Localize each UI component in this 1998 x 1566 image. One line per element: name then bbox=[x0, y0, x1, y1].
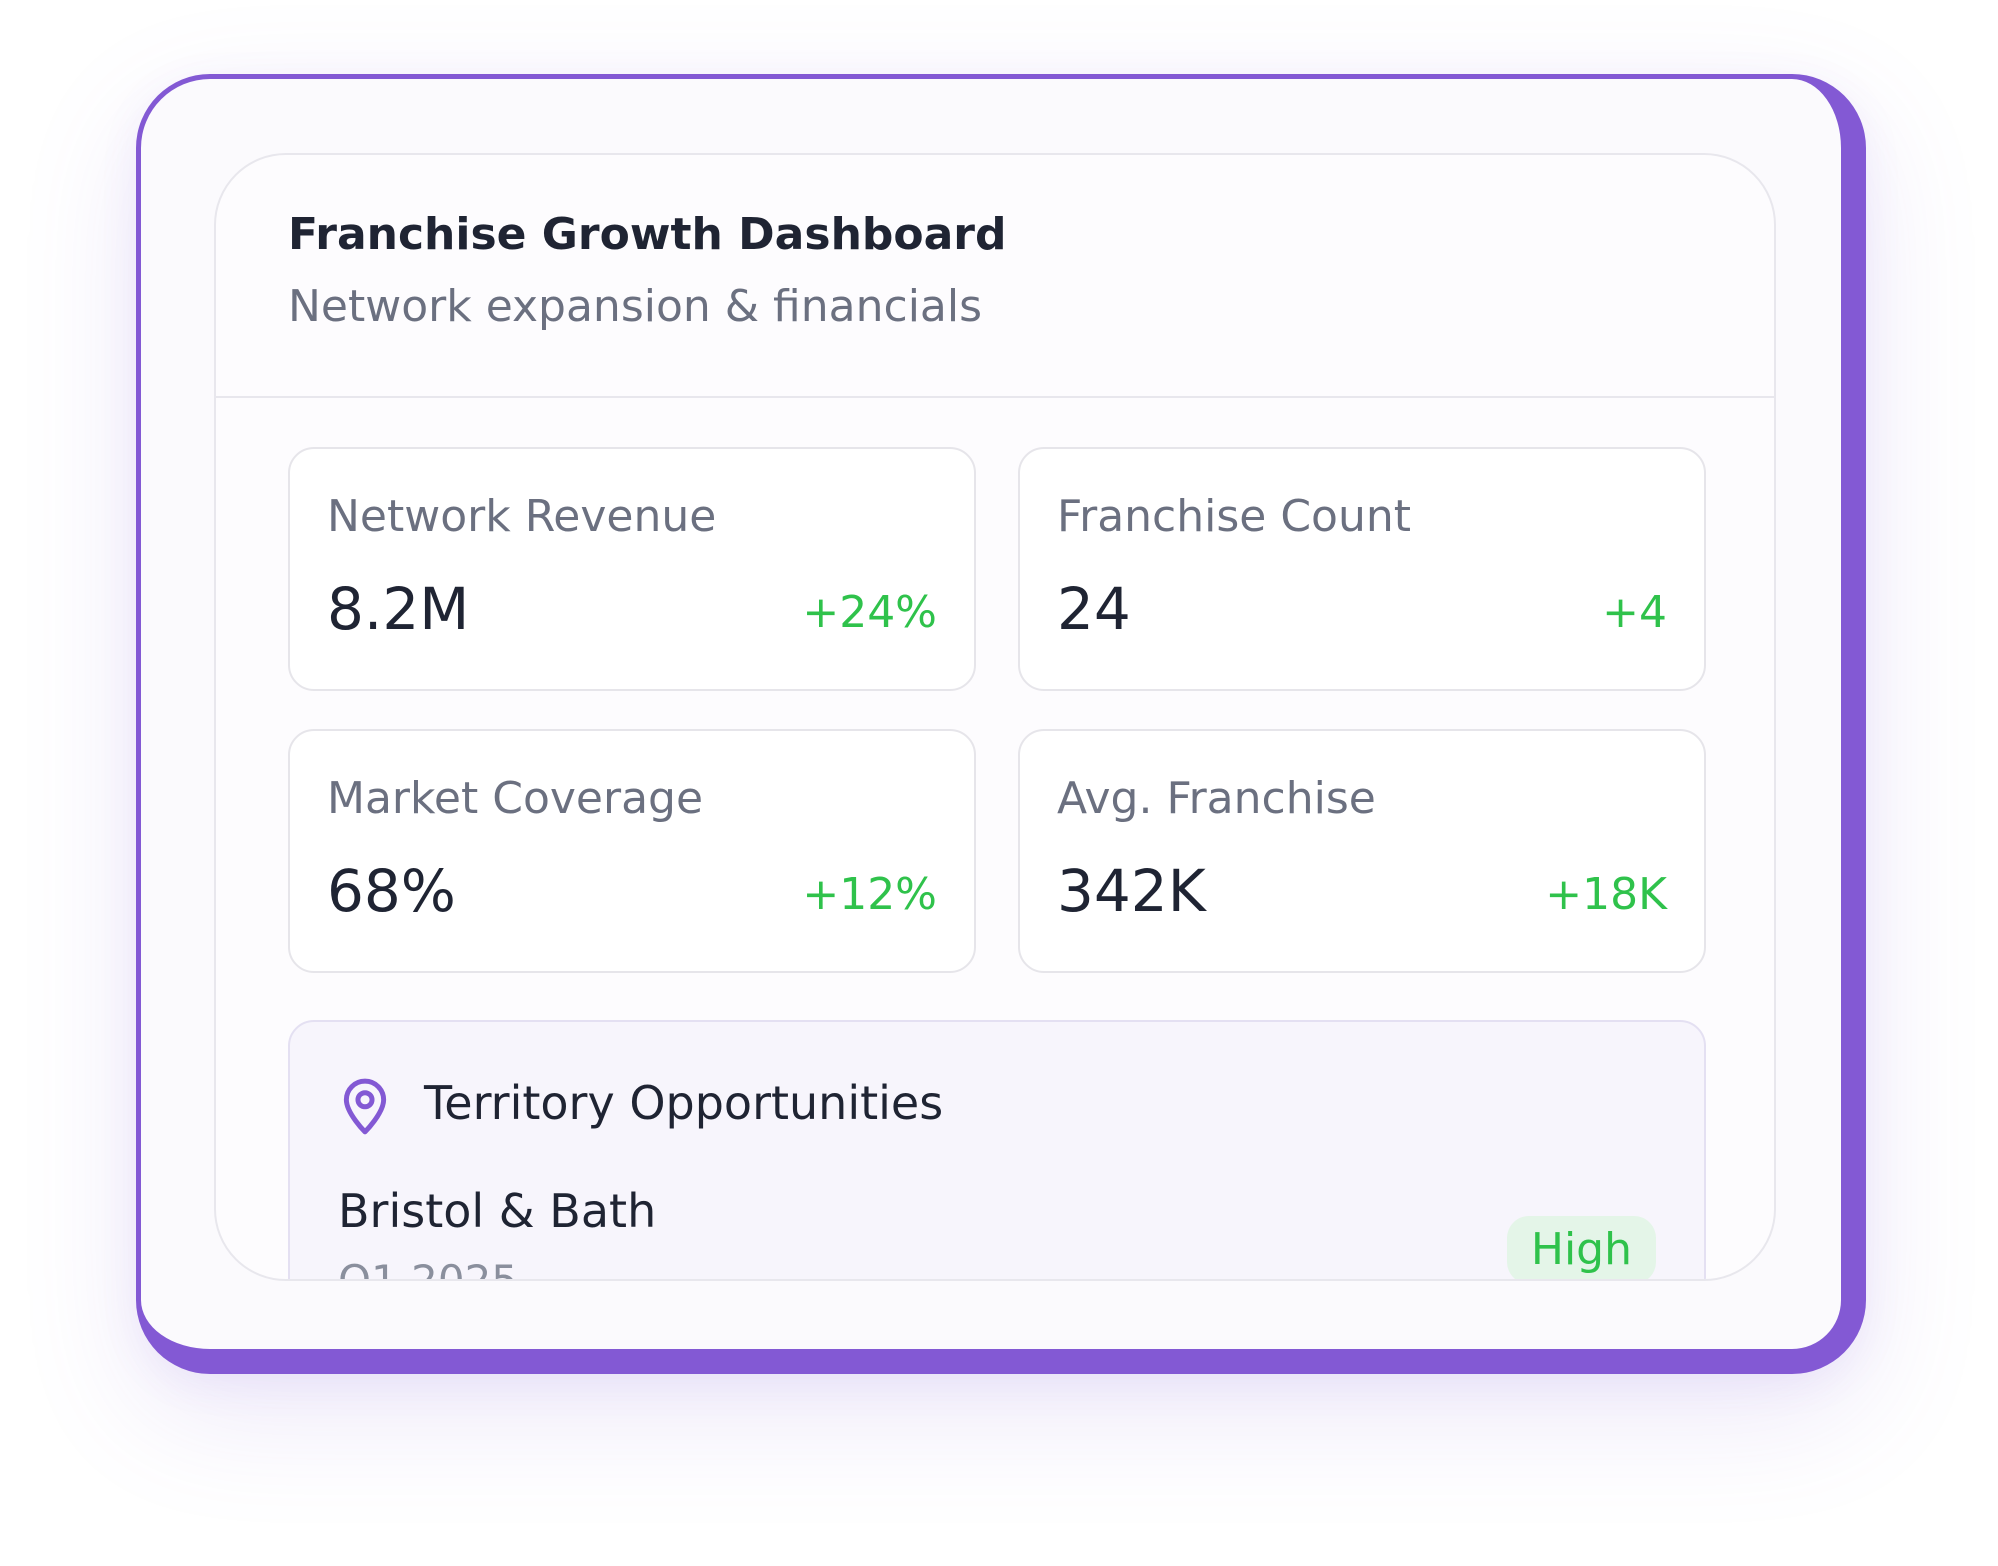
dashboard-card: Franchise Growth Dashboard Network expan… bbox=[214, 153, 1776, 1281]
metric-card-avg-franchise[interactable]: Avg. Franchise 342K +18K bbox=[1018, 729, 1706, 973]
metric-change: +4 bbox=[1602, 587, 1667, 638]
metric-card-market-coverage[interactable]: Market Coverage 68% +12% bbox=[288, 729, 976, 973]
metric-value: 68% bbox=[327, 857, 456, 925]
metric-value: 8.2M bbox=[327, 575, 470, 643]
metric-value: 24 bbox=[1057, 575, 1131, 643]
metric-change: +12% bbox=[802, 869, 937, 920]
metric-label: Network Revenue bbox=[327, 491, 717, 542]
territory-name: Bristol & Bath bbox=[338, 1184, 657, 1238]
page-title: Franchise Growth Dashboard bbox=[288, 209, 1007, 260]
metric-value: 342K bbox=[1057, 857, 1206, 925]
map-pin-icon bbox=[343, 1078, 387, 1135]
territory-section-title: Territory Opportunities bbox=[424, 1076, 944, 1130]
metric-card-franchise-count[interactable]: Franchise Count 24 +4 bbox=[1018, 447, 1706, 691]
metric-card-network-revenue[interactable]: Network Revenue 8.2M +24% bbox=[288, 447, 976, 691]
metric-label: Market Coverage bbox=[327, 773, 704, 824]
priority-badge: High bbox=[1506, 1216, 1656, 1279]
metric-change: +18K bbox=[1545, 869, 1667, 920]
metric-label: Franchise Count bbox=[1057, 491, 1411, 542]
page-subtitle: Network expansion & financials bbox=[288, 281, 983, 332]
metric-label: Avg. Franchise bbox=[1057, 773, 1376, 824]
card-header: Franchise Growth Dashboard Network expan… bbox=[216, 155, 1774, 398]
territory-opportunities-panel: Territory Opportunities Bristol & Bath Q… bbox=[288, 1020, 1706, 1281]
territory-date: Q1 2025 bbox=[338, 1256, 519, 1281]
metric-change: +24% bbox=[802, 587, 937, 638]
